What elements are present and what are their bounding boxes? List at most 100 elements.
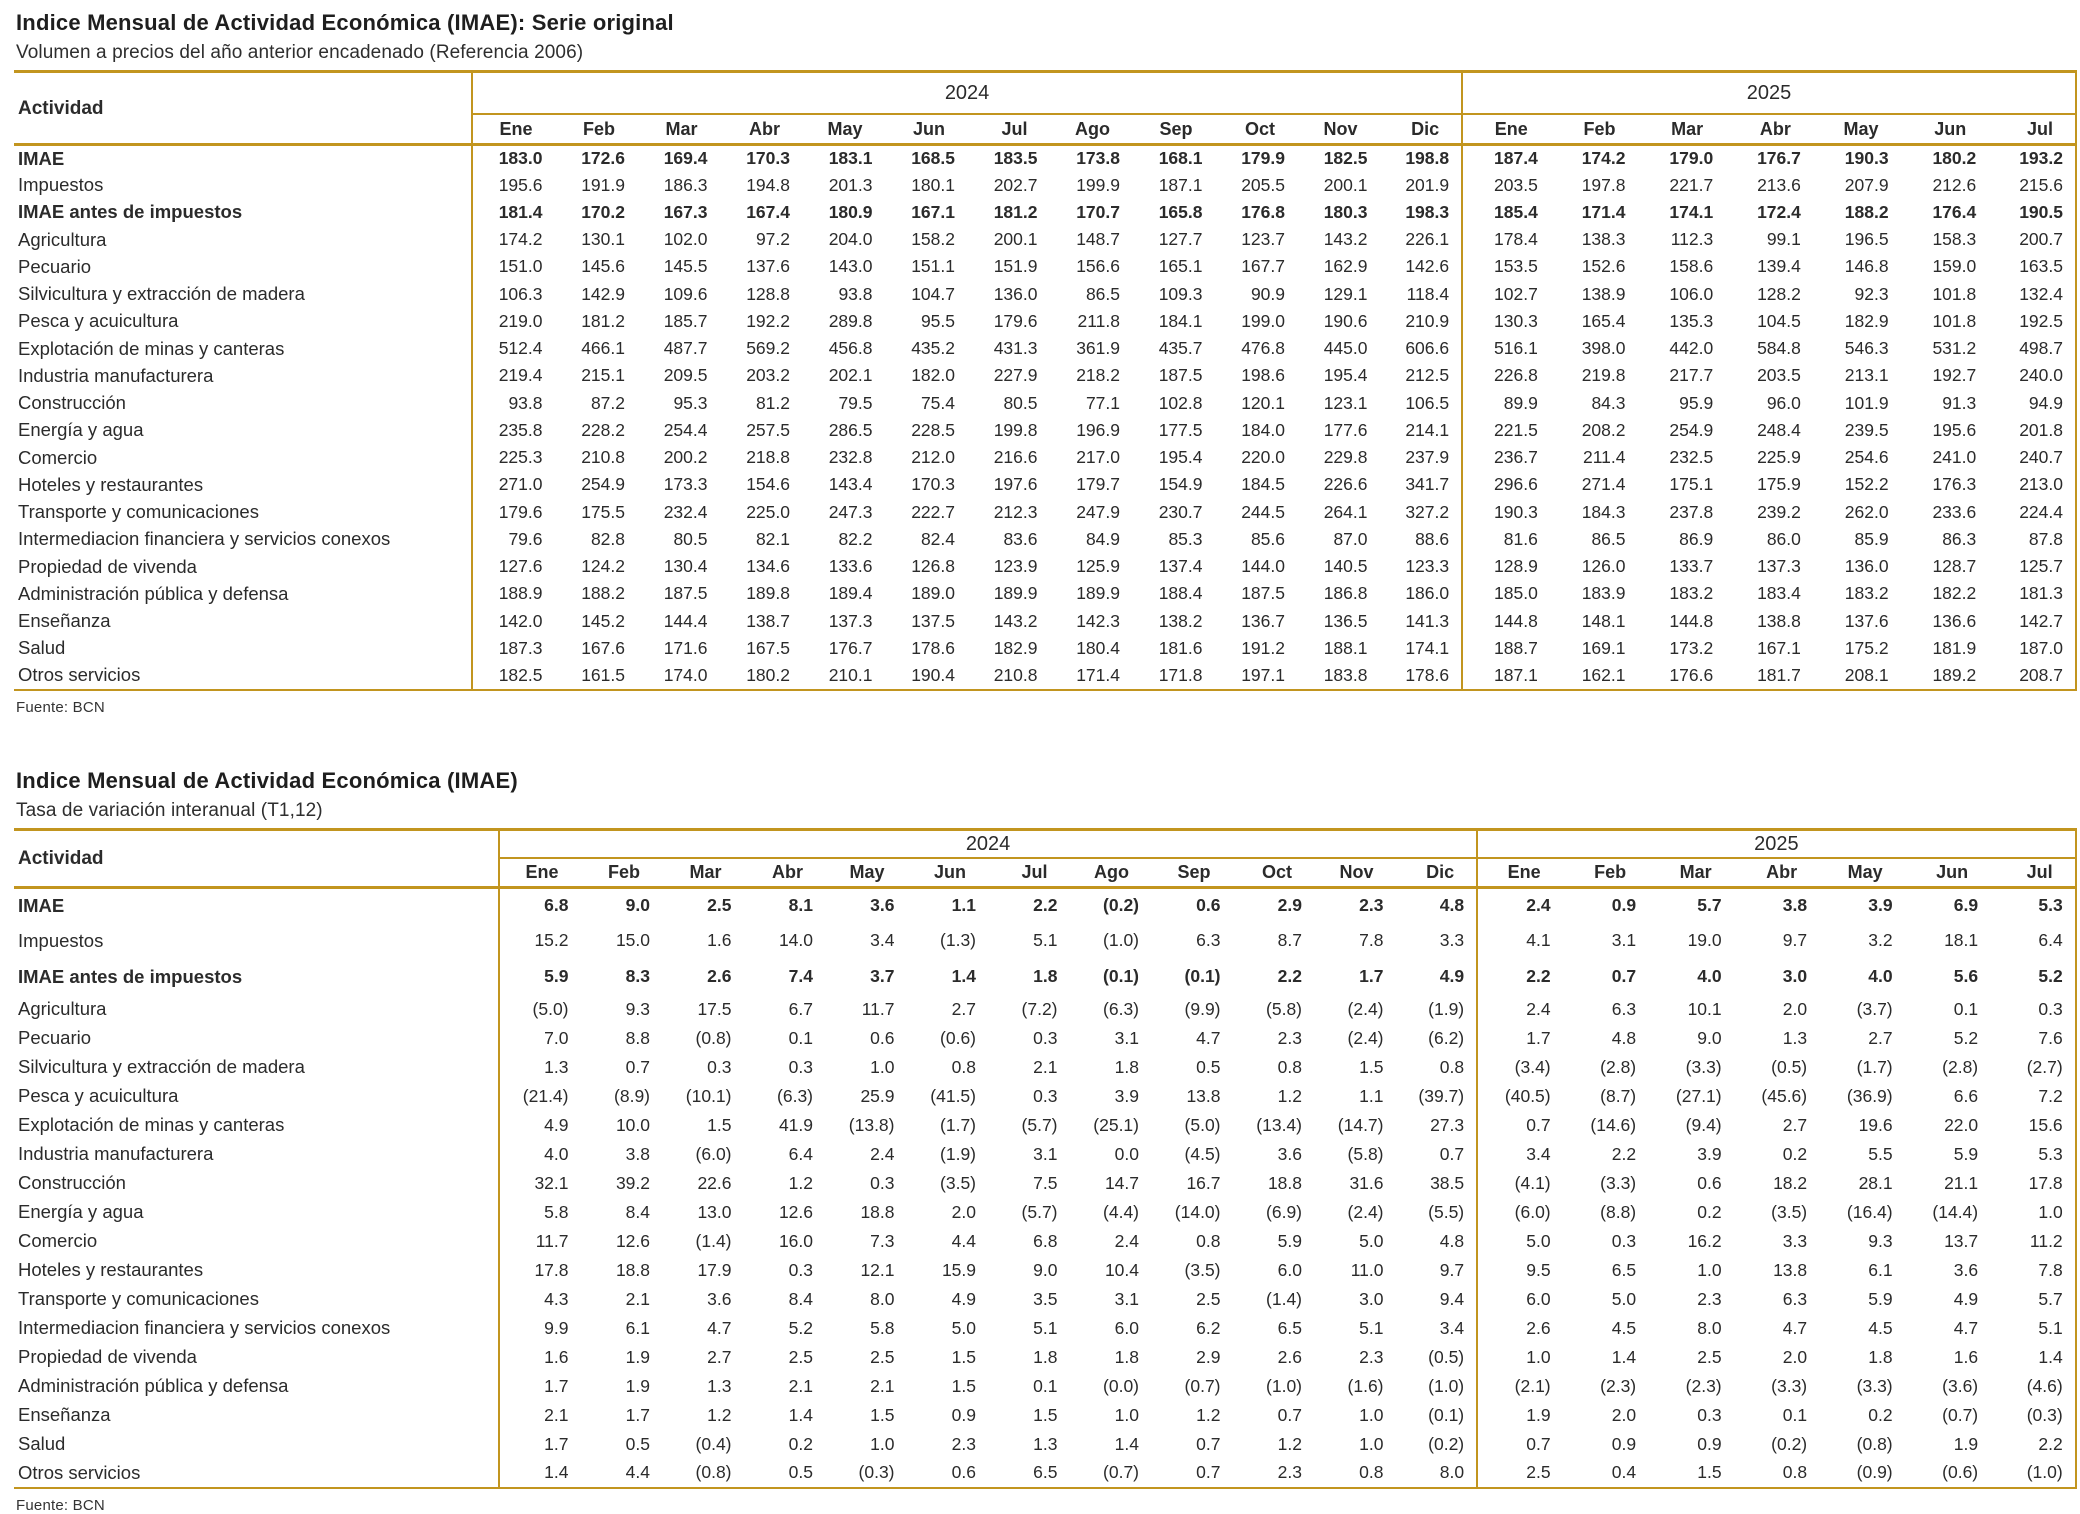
value-cell: 1.4 [1070,1430,1152,1459]
value-cell: 204.0 [802,226,885,253]
month-header: May [1819,858,1905,887]
value-cell: (3.3) [1563,1169,1649,1198]
value-cell: 219.0 [472,308,555,335]
value-cell: 15.0 [581,923,663,959]
month-header: Abr [1734,858,1820,887]
value-cell: (13.8) [825,1111,907,1140]
value-cell: 167.5 [720,635,803,662]
value-cell: 9.7 [1734,923,1820,959]
value-cell: 3.1 [1070,1024,1152,1053]
value-cell: 0.3 [744,1053,826,1082]
value-cell: (3.5) [907,1169,989,1198]
value-cell: (6.0) [1477,1198,1563,1227]
activity-label: Propiedad de vivenda [14,553,472,580]
value-cell: (6.3) [744,1082,826,1111]
value-cell: 192.5 [1988,308,2076,335]
value-cell: 171.4 [1550,199,1638,226]
month-header: Nov [1297,114,1380,145]
value-cell: (27.1) [1648,1082,1734,1111]
value-cell: 18.1 [1905,923,1991,959]
value-cell: 6.3 [1563,995,1649,1024]
value-cell: 0.8 [1233,1053,1315,1082]
value-cell: 133.7 [1638,553,1726,580]
value-cell: 225.9 [1725,444,1813,471]
month-header: Oct [1233,858,1315,887]
activity-label: Transporte y comunicaciones [14,1285,499,1314]
value-cell: 264.1 [1297,499,1380,526]
value-cell: (0.3) [825,1459,907,1488]
value-cell: 226.6 [1297,472,1380,499]
year-header-2024: 2024 [472,72,1462,114]
value-cell: (14.6) [1563,1111,1649,1140]
value-cell: 208.1 [1813,662,1901,689]
value-cell: 187.5 [637,581,720,608]
value-cell: 2.9 [1151,1343,1233,1372]
value-cell: 212.5 [1380,363,1463,390]
value-cell: 178.6 [1380,662,1463,689]
value-cell: 9.0 [1648,1024,1734,1053]
value-cell: 212.0 [885,444,968,471]
value-cell: 5.8 [825,1314,907,1343]
value-cell: (25.1) [1070,1111,1152,1140]
value-cell: 0.5 [1151,1053,1233,1082]
value-cell: 0.3 [1648,1401,1734,1430]
value-cell: 177.5 [1132,417,1215,444]
value-cell: 179.7 [1050,472,1133,499]
month-header: May [825,858,907,887]
activity-label: Comercio [14,1227,499,1256]
value-cell: 5.1 [1990,1314,2076,1343]
value-cell: 123.7 [1215,226,1298,253]
value-cell: 14.7 [1070,1169,1152,1198]
value-cell: 9.4 [1396,1285,1478,1314]
value-cell: 0.6 [907,1459,989,1488]
activity-label: Impuestos [14,172,472,199]
value-cell: 6.5 [988,1459,1070,1488]
value-cell: 222.7 [885,499,968,526]
value-cell: 6.7 [744,995,826,1024]
value-cell: 136.5 [1297,608,1380,635]
month-header: Mar [1648,858,1734,887]
month-header: Jun [1901,114,1989,145]
value-cell: 80.5 [967,390,1050,417]
value-cell: 203.5 [1725,363,1813,390]
value-cell: 202.7 [967,172,1050,199]
value-cell: 137.3 [1725,553,1813,580]
value-cell: 2.3 [907,1430,989,1459]
value-cell: (6.2) [1396,1024,1478,1053]
activity-label: Hoteles y restaurantes [14,1256,499,1285]
value-cell: 181.9 [1901,635,1989,662]
activity-label: Energía y agua [14,417,472,444]
value-cell: 137.6 [1813,608,1901,635]
value-cell: 254.6 [1813,444,1901,471]
value-cell: 17.9 [662,1256,744,1285]
month-header: Dic [1380,114,1463,145]
value-cell: 197.1 [1215,662,1298,689]
value-cell: 200.2 [637,444,720,471]
value-cell: 17.8 [499,1256,581,1285]
value-cell: 163.5 [1988,254,2076,281]
value-cell: (1.4) [662,1227,744,1256]
value-cell: 5.3 [1990,1140,2076,1169]
value-cell: 6.4 [744,1140,826,1169]
activity-label: Intermediacion financiera y servicios co… [14,1314,499,1343]
value-cell: 1.8 [1819,1343,1905,1372]
value-cell: 2.1 [825,1372,907,1401]
value-cell: 0.7 [1563,959,1649,995]
activity-label: Otros servicios [14,1459,499,1488]
value-cell: 2.3 [1648,1285,1734,1314]
value-cell: 13.0 [662,1198,744,1227]
value-cell: 192.2 [720,308,803,335]
value-cell: 85.3 [1132,526,1215,553]
value-cell: 0.4 [1563,1459,1649,1488]
value-cell: (1.0) [1233,1372,1315,1401]
value-cell: 5.0 [1314,1227,1396,1256]
value-cell: 9.3 [581,995,663,1024]
value-cell: 456.8 [802,335,885,362]
value-cell: (1.0) [1396,1372,1478,1401]
value-cell: 175.5 [555,499,638,526]
value-cell: 21.1 [1905,1169,1991,1198]
